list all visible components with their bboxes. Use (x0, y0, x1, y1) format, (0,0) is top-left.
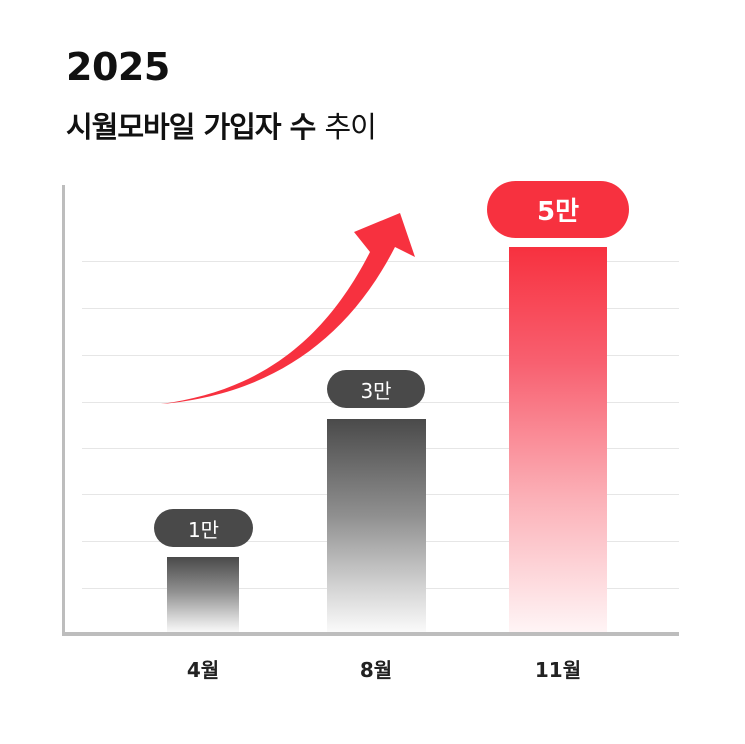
x-axis (62, 632, 679, 636)
bar-november (509, 247, 607, 633)
x-label-november: 11월 (534, 658, 582, 682)
gridline (82, 308, 679, 309)
value-label-august: 3만 (327, 370, 425, 408)
y-axis (62, 185, 65, 636)
year-heading: 2025 (66, 45, 170, 89)
title-bold: 시월모바일 가입자 수 (66, 110, 316, 144)
title-light: 추이 (324, 110, 376, 144)
value-label-april: 1만 (154, 509, 253, 547)
bar-august (327, 419, 426, 633)
x-label-april: 4월 (186, 658, 220, 682)
gridline (82, 355, 679, 356)
value-label-november: 5만 (487, 181, 629, 238)
chart-title: 시월모바일 가입자 수 추이 (66, 110, 377, 144)
x-label-august: 8월 (359, 658, 393, 682)
bar-april (167, 557, 239, 633)
